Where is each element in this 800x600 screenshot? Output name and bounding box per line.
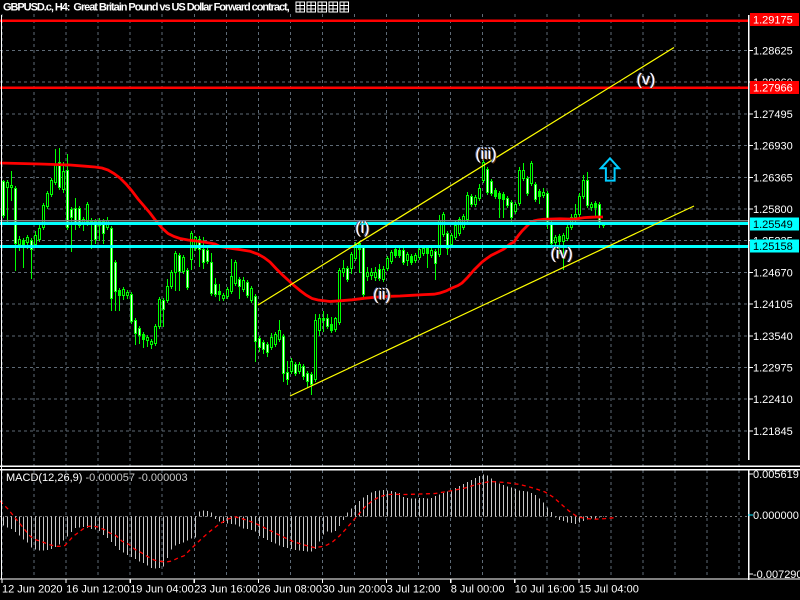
svg-text:1.24105: 1.24105 xyxy=(753,299,793,311)
svg-text:16 Jun 12:00: 16 Jun 12:00 xyxy=(66,584,130,596)
svg-text:26 Jun 08:00: 26 Jun 08:00 xyxy=(258,584,322,596)
svg-text:(ii): (ii) xyxy=(372,286,390,303)
svg-text:1.26930: 1.26930 xyxy=(753,141,793,153)
svg-text:1.29175: 1.29175 xyxy=(753,15,793,27)
svg-text:0.000000: 0.000000 xyxy=(753,510,799,522)
svg-text:(iv): (iv) xyxy=(551,246,573,263)
svg-text:GBPUSD.c, H4: Great Britain P: GBPUSD.c, H4: Great Britain Pound vs US … xyxy=(3,2,290,14)
svg-text:12 Jun 2020: 12 Jun 2020 xyxy=(2,584,63,596)
svg-text:(iv): (iv) xyxy=(550,245,572,262)
svg-text:15 Jul 04:00: 15 Jul 04:00 xyxy=(579,584,639,596)
svg-text:(iii): (iii) xyxy=(474,146,495,163)
svg-text:19 Jun 04:00: 19 Jun 04:00 xyxy=(130,584,194,596)
svg-text:-0.007290: -0.007290 xyxy=(753,569,800,581)
svg-text:23 Jun 16:00: 23 Jun 16:00 xyxy=(194,584,258,596)
svg-text:3 Jul 12:00: 3 Jul 12:00 xyxy=(387,584,441,596)
svg-text:1.22410: 1.22410 xyxy=(753,394,793,406)
svg-text:1.22975: 1.22975 xyxy=(753,363,793,375)
svg-text:1.28625: 1.28625 xyxy=(753,46,793,58)
svg-text:(i): (i) xyxy=(355,220,369,237)
svg-text:MACD(12,26,9) -0.000057 -0.000: MACD(12,26,9) -0.000057 -0.000003 xyxy=(6,472,188,484)
svg-text:30 Jun 20:00: 30 Jun 20:00 xyxy=(323,584,387,596)
svg-text:1.27966: 1.27966 xyxy=(753,83,793,95)
svg-text:(iii): (iii) xyxy=(475,146,496,163)
svg-text:1.25549: 1.25549 xyxy=(753,219,793,231)
svg-text:1.21845: 1.21845 xyxy=(753,426,793,438)
svg-text:1.24670: 1.24670 xyxy=(753,267,793,279)
svg-text:(iv): (iv) xyxy=(551,246,573,263)
svg-text:(i): (i) xyxy=(354,219,368,236)
svg-text:8 Jul 00:00: 8 Jul 00:00 xyxy=(451,584,505,596)
svg-text:(v): (v) xyxy=(638,72,657,89)
svg-text:(v): (v) xyxy=(636,71,655,88)
svg-text:10 Jul 16:00: 10 Jul 16:00 xyxy=(515,584,575,596)
svg-text:(ii): (ii) xyxy=(373,287,391,304)
svg-text:1.25158: 1.25158 xyxy=(753,241,793,253)
svg-text:1.25800: 1.25800 xyxy=(753,204,793,216)
svg-text:0.005619: 0.005619 xyxy=(753,469,799,481)
svg-text:(ii): (ii) xyxy=(374,287,392,304)
svg-text:(i): (i) xyxy=(356,221,370,238)
svg-text:1.23540: 1.23540 xyxy=(753,331,793,343)
svg-text:1.26365: 1.26365 xyxy=(753,172,793,184)
svg-text:1.27495: 1.27495 xyxy=(753,109,793,121)
svg-text:(iii): (iii) xyxy=(476,147,497,164)
svg-text:(v): (v) xyxy=(637,72,656,89)
